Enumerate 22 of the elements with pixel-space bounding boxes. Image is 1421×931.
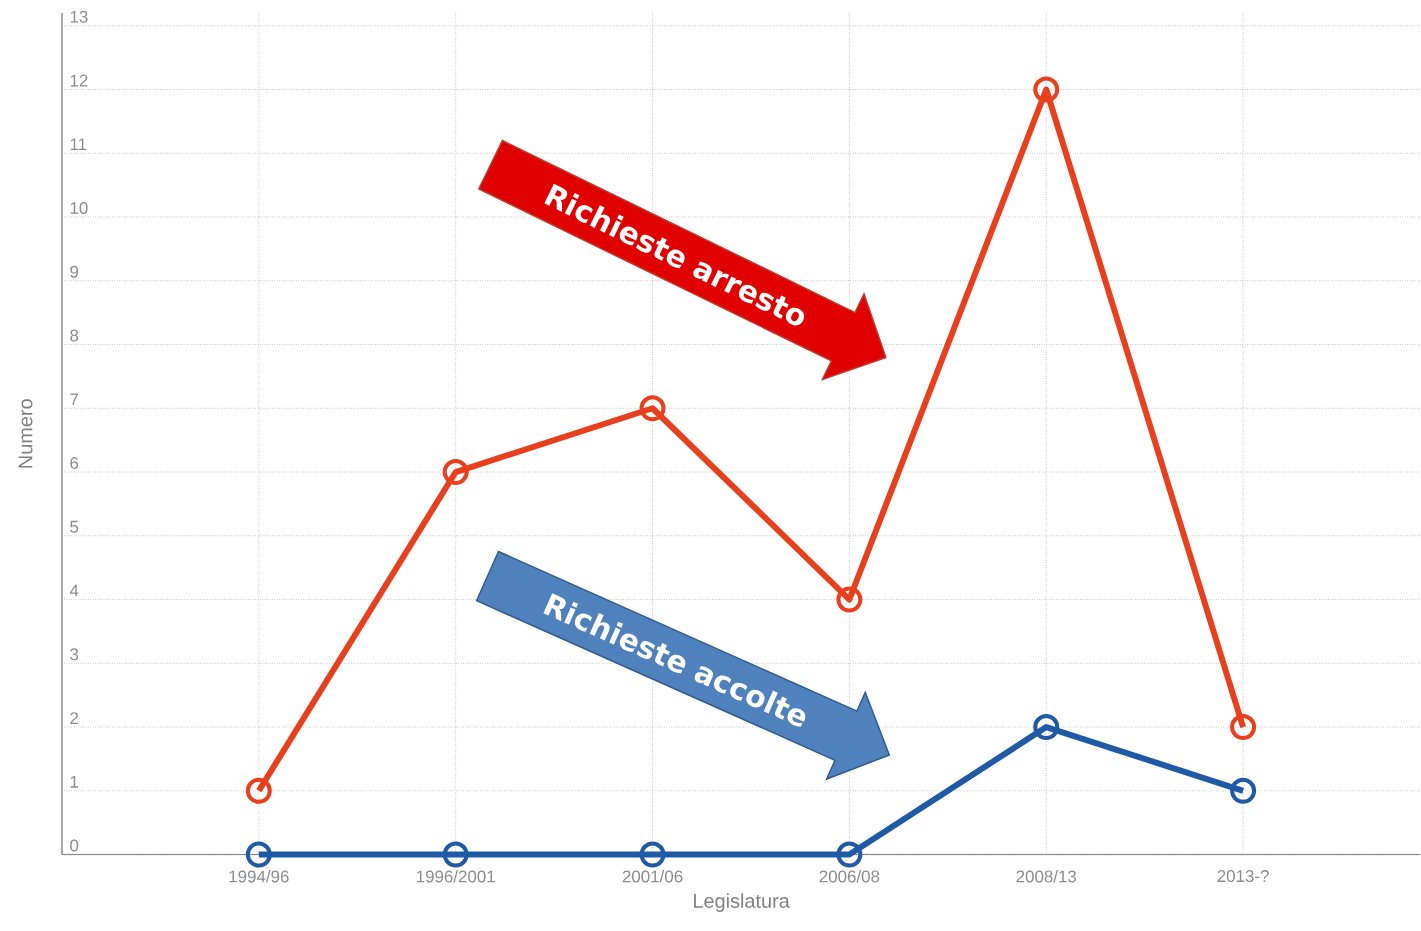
y-tick-label: 9	[70, 266, 79, 278]
x-tick-label: 2013-?	[1217, 870, 1269, 883]
x-axis-title: Legislatura	[694, 893, 790, 913]
x-tick-label: 1996/2001	[416, 870, 495, 883]
y-axis-title: Numero	[18, 399, 33, 468]
y-tick-label: 13	[70, 10, 88, 23]
x-tick-label: 1994/96	[229, 870, 289, 883]
y-tick-label: 3	[70, 648, 79, 661]
x-tick-label: 2008/13	[1016, 870, 1077, 883]
x-tick-label: 2006/08	[819, 870, 880, 883]
y-tick-label: 12	[70, 74, 88, 87]
x-tick-label: 2001/06	[622, 870, 683, 883]
y-tick-label: 6	[70, 457, 79, 470]
y-tick-label: 5	[70, 521, 79, 533]
y-tick-label: 4	[69, 584, 79, 597]
y-tick-label: 11	[70, 138, 87, 151]
y-tick-label: 2	[70, 712, 79, 725]
y-tick-label: 0	[70, 839, 79, 852]
y-tick-label: 7	[70, 393, 79, 406]
y-tick-label: 1	[70, 776, 79, 788]
y-tick-label: 8	[70, 329, 79, 342]
y-tick-label: 10	[70, 202, 88, 215]
